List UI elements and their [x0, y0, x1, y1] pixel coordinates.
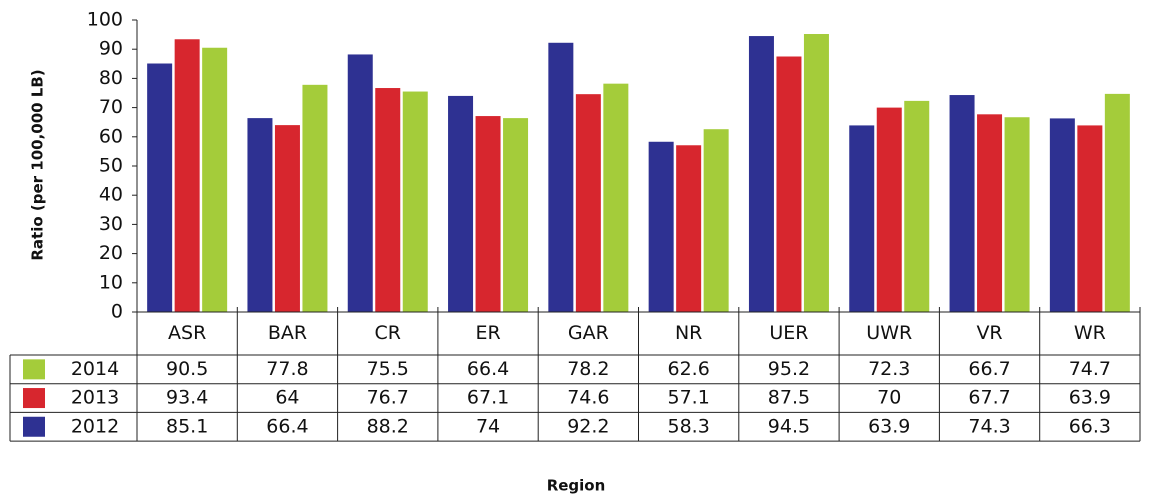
- table-cell: 63.9: [1069, 387, 1111, 409]
- table-cell: 72.3: [868, 358, 910, 380]
- legend-label: 2012: [71, 415, 119, 437]
- y-tick-label: 10: [99, 271, 123, 293]
- bar: [302, 84, 328, 312]
- bar: [1004, 117, 1030, 313]
- bar: [347, 54, 373, 313]
- table-cell: 95.2: [768, 358, 810, 380]
- y-tick-label: 70: [99, 96, 123, 118]
- bar: [648, 141, 674, 312]
- x-tick-label: NR: [675, 322, 702, 344]
- bar: [402, 91, 428, 312]
- x-tick-label: VR: [976, 322, 1002, 344]
- bar: [977, 114, 1003, 312]
- table-cell: 85.1: [166, 415, 208, 437]
- bar: [1049, 118, 1075, 313]
- legend-swatch: [23, 416, 45, 437]
- table-cell: 64: [275, 387, 299, 409]
- table-cell: 87.5: [768, 387, 810, 409]
- bar: [147, 63, 173, 313]
- bar: [1104, 93, 1130, 312]
- bar: [1077, 125, 1103, 312]
- table-cell: 66.7: [968, 358, 1010, 380]
- table-cell: 74: [476, 415, 500, 437]
- x-tick-label: UER: [769, 322, 808, 344]
- bar: [603, 83, 629, 312]
- y-tick-label: 80: [99, 67, 123, 89]
- x-tick-label: ASR: [168, 322, 206, 344]
- legend-swatch: [23, 388, 45, 409]
- table-cell: 88.2: [367, 415, 409, 437]
- table-cell: 70: [877, 387, 901, 409]
- bar: [575, 94, 601, 312]
- y-tick-label: 100: [87, 9, 123, 31]
- bar: [448, 95, 474, 312]
- table-cell: 63.9: [868, 415, 910, 437]
- table-cell: 76.7: [367, 387, 409, 409]
- bar: [776, 56, 802, 312]
- y-tick-label: 60: [99, 125, 123, 147]
- table-cell: 58.3: [667, 415, 709, 437]
- table-cell: 90.5: [166, 358, 208, 380]
- x-tick-label: ER: [475, 322, 500, 344]
- bar: [375, 88, 401, 312]
- y-tick-label: 50: [99, 155, 123, 177]
- bar: [202, 47, 228, 313]
- bar: [548, 42, 574, 312]
- table-cell: 67.1: [467, 387, 509, 409]
- bar: [849, 125, 875, 312]
- y-axis-label: Ratio (per 100,000 LB): [29, 69, 47, 260]
- legend-label: 2013: [71, 387, 119, 409]
- table-cell: 93.4: [166, 387, 208, 409]
- table-cell: 66.4: [467, 358, 509, 380]
- table-cell: 92.2: [567, 415, 609, 437]
- bar: [904, 100, 930, 312]
- table-cell: 75.5: [367, 358, 409, 380]
- table-cell: 57.1: [667, 387, 709, 409]
- bar: [703, 129, 729, 312]
- x-tick-label: CR: [375, 322, 401, 344]
- legend-label: 2014: [71, 358, 119, 380]
- bar: [676, 145, 702, 312]
- x-tick-label: BAR: [268, 322, 307, 344]
- table-cell: 74.7: [1069, 358, 1111, 380]
- x-axis-label: Region: [547, 477, 606, 495]
- table-cell: 74.6: [567, 387, 609, 409]
- table-cell: 67.7: [968, 387, 1010, 409]
- x-tick-label: WR: [1074, 322, 1106, 344]
- table-cell: 77.8: [266, 358, 308, 380]
- bar: [475, 116, 501, 313]
- table-cell: 66.3: [1069, 415, 1111, 437]
- y-tick-label: 0: [111, 301, 123, 323]
- bar: [174, 39, 200, 312]
- y-tick-label: 90: [99, 38, 123, 60]
- table-cell: 74.3: [968, 415, 1010, 437]
- y-tick-label: 40: [99, 184, 123, 206]
- table-cell: 94.5: [768, 415, 810, 437]
- bar: [949, 95, 975, 312]
- y-tick-label: 30: [99, 213, 123, 235]
- bar: [876, 107, 902, 312]
- bar: [803, 34, 829, 313]
- table-cell: 66.4: [266, 415, 308, 437]
- x-tick-label: UWR: [866, 322, 912, 344]
- table-cell: 78.2: [567, 358, 609, 380]
- bar: [503, 118, 529, 312]
- table-cell: 62.6: [667, 358, 709, 380]
- y-tick-label: 20: [99, 242, 123, 264]
- x-tick-label: GAR: [568, 322, 609, 344]
- bar: [274, 125, 300, 313]
- bar: [247, 118, 273, 312]
- bar: [748, 36, 774, 313]
- legend-swatch: [23, 359, 45, 380]
